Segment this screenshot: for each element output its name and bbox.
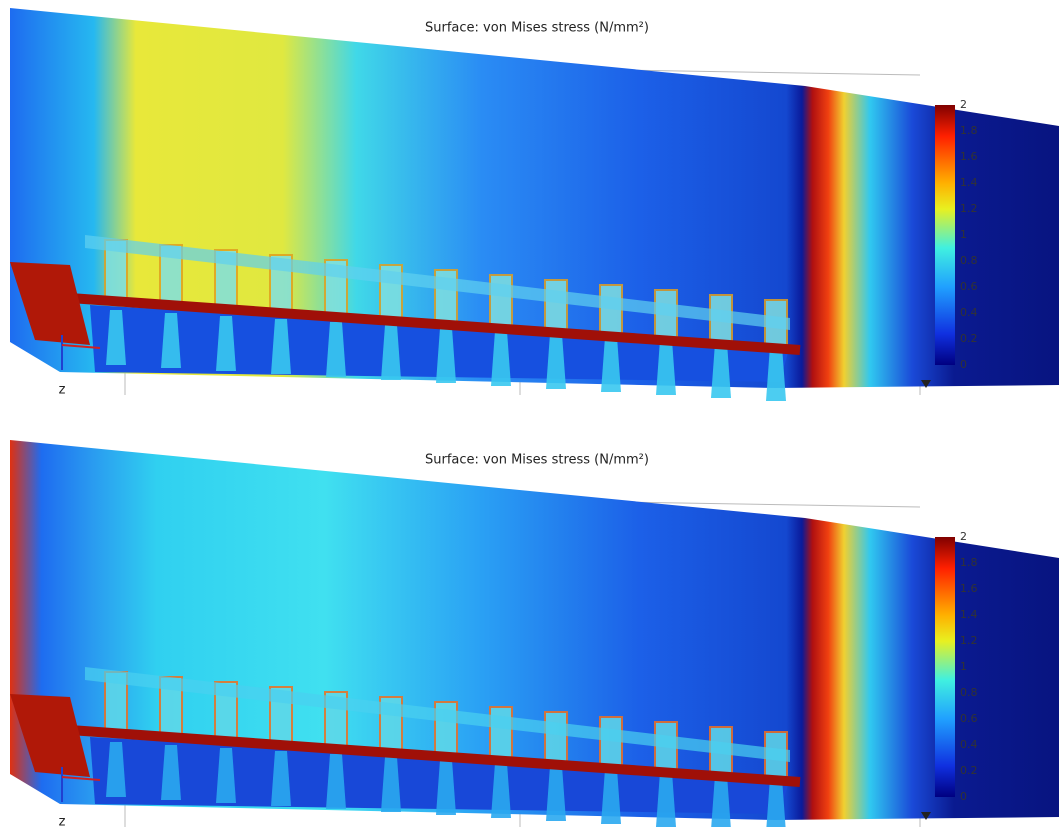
colorbar-label: 0.2 xyxy=(960,764,978,777)
web-rib xyxy=(161,313,181,368)
colorbar-label: 0 xyxy=(960,358,967,371)
colorbar-label: 0.4 xyxy=(960,738,978,751)
web-rib xyxy=(161,745,181,800)
min-marker xyxy=(921,812,931,820)
web-rib xyxy=(766,778,786,827)
web-rib xyxy=(436,760,456,815)
stress-panel: z Surface: von Mises stress (N/mm²) 2 1.8 1.… xyxy=(9,440,1059,827)
web-rib xyxy=(711,775,731,827)
axis-x xyxy=(61,776,101,781)
flange xyxy=(85,235,790,330)
web-rib xyxy=(491,331,511,386)
colorbar-label: 0.2 xyxy=(960,332,978,345)
colorbar-label: 0 xyxy=(960,790,967,803)
web-rib xyxy=(601,769,621,824)
colorbar-label: 1.2 xyxy=(960,634,978,647)
web-rib xyxy=(271,319,291,374)
web-rib xyxy=(436,328,456,383)
colorbar-label: 0.6 xyxy=(960,712,978,725)
colorbar-label: 1.4 xyxy=(960,608,978,621)
web-rib xyxy=(601,337,621,392)
web-rib xyxy=(216,316,236,371)
stiffener xyxy=(489,274,513,327)
colorbar-scale xyxy=(935,105,955,365)
web-rib xyxy=(546,766,566,821)
colorbar: 2 1.8 1.6 1.4 1.2 1 0.8 0.6 0.4 0.2 0 xyxy=(921,530,978,820)
stiffener xyxy=(544,279,568,331)
axis-label: z xyxy=(59,815,66,827)
web-rib xyxy=(216,748,236,803)
flange xyxy=(85,667,790,762)
min-marker xyxy=(921,380,931,388)
colorbar-label: 0.4 xyxy=(960,306,978,319)
colorbar-label: 0.8 xyxy=(960,254,978,267)
support xyxy=(10,694,90,777)
colorbar-label: 2 xyxy=(960,530,967,543)
beam xyxy=(69,293,801,355)
web-rib xyxy=(271,751,291,806)
colorbar-label: 1.6 xyxy=(960,150,978,163)
web-rib xyxy=(381,757,401,812)
colorbar-label: 1 xyxy=(960,228,967,241)
stiffener xyxy=(489,706,513,759)
web-rib xyxy=(326,754,346,809)
axis-label: z xyxy=(59,383,66,398)
web-rib xyxy=(656,772,676,827)
colorbar-label: 1.8 xyxy=(960,556,978,569)
colorbar-label: 1.2 xyxy=(960,202,978,215)
web-rib xyxy=(106,742,126,797)
web-rib xyxy=(711,343,731,398)
web-rib xyxy=(106,310,126,365)
plot-title: Surface: von Mises stress (N/mm²) xyxy=(425,21,649,36)
colorbar-label: 1.8 xyxy=(960,124,978,137)
web-rib xyxy=(546,334,566,389)
colorbar-scale xyxy=(935,537,955,797)
plot-title: Surface: von Mises stress (N/mm²) xyxy=(425,453,649,468)
support xyxy=(10,262,90,345)
web-rib xyxy=(656,340,676,395)
stress-panel: z Surface: von Mises stress (N/mm²) 2 1.8 1.… xyxy=(9,8,1059,401)
colorbar-label: 0.6 xyxy=(960,280,978,293)
web-rib xyxy=(766,346,786,401)
colorbar-label: 1.6 xyxy=(960,582,978,595)
axis-x xyxy=(61,344,101,349)
web-rib xyxy=(381,325,401,380)
colorbar: 2 1.8 1.6 1.4 1.2 1 0.8 0.6 0.4 0.2 0 xyxy=(921,98,978,388)
colorbar-label: 1.4 xyxy=(960,176,978,189)
web-rib xyxy=(326,322,346,377)
beam xyxy=(69,725,801,787)
colorbar-label: 1 xyxy=(960,660,967,673)
colorbar-label: 2 xyxy=(960,98,967,111)
web-rib xyxy=(491,763,511,818)
stiffener xyxy=(544,711,568,763)
colorbar-label: 0.8 xyxy=(960,686,978,699)
